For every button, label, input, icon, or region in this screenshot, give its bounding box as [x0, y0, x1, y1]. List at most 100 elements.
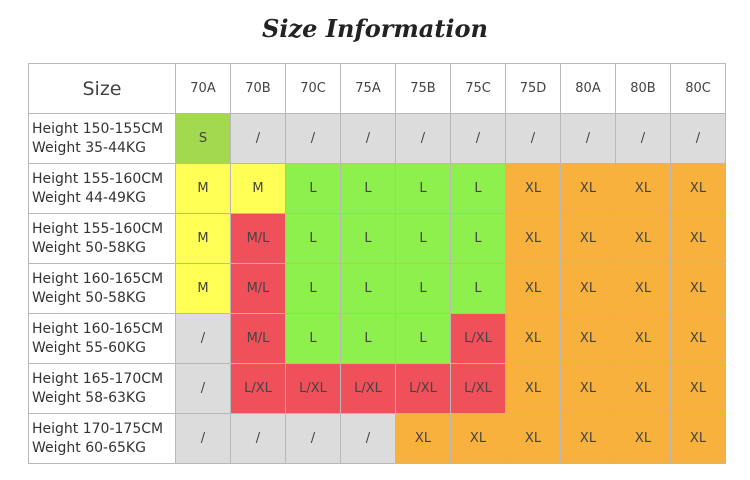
size-cell: L/XL [450, 363, 506, 414]
size-cell: L [395, 313, 451, 364]
size-cell: L [285, 313, 341, 364]
row-label: Height 170-175CM Weight 60-65KG [28, 413, 176, 464]
row-label: Height 155-160CM Weight 44-49KG [28, 163, 176, 214]
size-cell: XL [615, 363, 671, 414]
header-cell: 75C [450, 63, 506, 114]
table-row: Height 160-165CM Weight 55-60KG / M/L L L L L/X… [28, 313, 726, 364]
size-table: Size 70A 70B 70C 75A 75B 75C 75D 80A 80B 80C Height… [28, 63, 726, 464]
size-cell: XL [560, 363, 616, 414]
size-cell: XL [560, 263, 616, 314]
size-cell: M/L [230, 213, 286, 264]
size-cell: M [175, 263, 231, 314]
header-cell: Size [28, 63, 176, 114]
size-cell: L [450, 263, 506, 314]
size-cell: XL [505, 413, 561, 464]
size-cell: XL [670, 313, 726, 364]
size-cell: L/XL [340, 363, 396, 414]
table-row: Height 165-170CM Weight 58-63KG / L/XL L/XL L… [28, 363, 726, 414]
size-cell: L [340, 263, 396, 314]
size-cell: M [175, 163, 231, 214]
row-label-line: Height 155-160CM [32, 170, 164, 187]
size-cell: L [395, 263, 451, 314]
header-cell: 70C [285, 63, 341, 114]
size-cell: M [175, 213, 231, 264]
size-cell: L/XL [230, 363, 286, 414]
size-cell: M [230, 163, 286, 214]
size-cell: / [670, 113, 726, 164]
size-cell: L [450, 213, 506, 264]
size-cell: / [175, 413, 231, 464]
size-cell: XL [615, 413, 671, 464]
size-cell: L [395, 163, 451, 214]
size-cell: XL [670, 213, 726, 264]
row-label-line: Height 160-165CM [32, 320, 164, 337]
size-cell: / [505, 113, 561, 164]
size-cell: XL [615, 313, 671, 364]
size-cell: XL [670, 263, 726, 314]
size-cell: L [340, 213, 396, 264]
size-cell: L [340, 313, 396, 364]
row-label: Height 160-165CM Weight 50-58KG [28, 263, 176, 314]
size-cell: / [285, 413, 341, 464]
title: Size Information [262, 14, 488, 43]
header-cell: 75D [505, 63, 561, 114]
size-cell: XL [560, 413, 616, 464]
row-label-line: Height 150-155CM [32, 120, 164, 137]
header-row: Size 70A 70B 70C 75A 75B 75C 75D 80A 80B 80C [28, 63, 726, 114]
size-cell: L [285, 163, 341, 214]
header-cell: 70B [230, 63, 286, 114]
size-cell: S [175, 113, 231, 164]
size-cell: XL [615, 213, 671, 264]
header-cell: 75B [395, 63, 451, 114]
size-cell: XL [505, 363, 561, 414]
row-label: Height 165-170CM Weight 58-63KG [28, 363, 176, 414]
size-cell: XL [560, 313, 616, 364]
row-label-line: Weight 50-58KG [32, 239, 146, 256]
row-label-line: Weight 60-65KG [32, 439, 146, 456]
size-cell: L [285, 263, 341, 314]
size-cell: L [285, 213, 341, 264]
row-label-line: Height 170-175CM [32, 420, 164, 437]
size-cell: XL [505, 263, 561, 314]
table-row: Height 155-160CM Weight 44-49KG M M L L L L XL XL… [28, 163, 726, 214]
size-cell: XL [505, 213, 561, 264]
row-label-line: Height 165-170CM [32, 370, 164, 387]
header-cell: 80B [615, 63, 671, 114]
size-cell: L [450, 163, 506, 214]
table-row: Height 170-175CM Weight 60-65KG / / / / XL XL XL… [28, 413, 726, 464]
row-label: Height 155-160CM Weight 50-58KG [28, 213, 176, 264]
size-cell: / [175, 363, 231, 414]
table-row: Height 150-155CM Weight 35-44KG S / / / / / / / / / [28, 113, 726, 164]
size-cell: XL [395, 413, 451, 464]
size-cell: XL [560, 163, 616, 214]
size-cell: / [285, 113, 341, 164]
row-label: Height 160-165CM Weight 55-60KG [28, 313, 176, 364]
size-cell: XL [615, 163, 671, 214]
size-cell: M/L [230, 263, 286, 314]
size-cell: L/XL [450, 313, 506, 364]
size-cell: XL [670, 413, 726, 464]
size-cell: / [175, 313, 231, 364]
size-cell: / [395, 113, 451, 164]
row-label-line: Weight 55-60KG [32, 339, 146, 356]
size-cell: XL [670, 363, 726, 414]
size-cell: XL [670, 163, 726, 214]
header-cell: 70A [175, 63, 231, 114]
row-label-line: Weight 44-49KG [32, 189, 146, 206]
size-cell: / [230, 413, 286, 464]
size-cell: / [230, 113, 286, 164]
header-cell: 80C [670, 63, 726, 114]
row-label-line: Height 155-160CM [32, 220, 164, 237]
header-cell: 75A [340, 63, 396, 114]
row-label-line: Weight 35-44KG [32, 139, 146, 156]
size-cell: XL [505, 163, 561, 214]
size-cell: / [340, 113, 396, 164]
header-cell: 80A [560, 63, 616, 114]
size-cell: M/L [230, 313, 286, 364]
size-cell: / [450, 113, 506, 164]
size-cell: L [395, 213, 451, 264]
row-label: Height 150-155CM Weight 35-44KG [28, 113, 176, 164]
size-cell: L/XL [395, 363, 451, 414]
table-row: Height 160-165CM Weight 50-58KG M M/L L L L L XL… [28, 263, 726, 314]
